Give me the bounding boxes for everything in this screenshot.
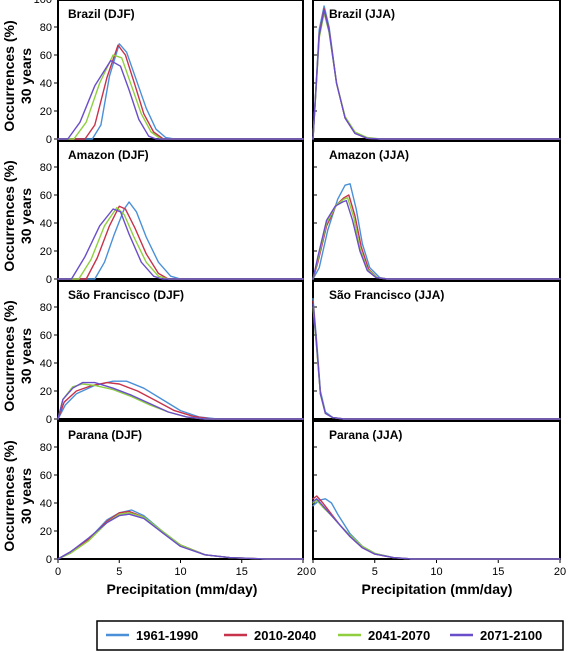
x-tick-label: 10: [174, 566, 186, 578]
legend-item-2010-2040: 2010-2040: [224, 628, 316, 643]
series-line-1961-1990: [57, 201, 304, 280]
series-line-2071-2100: [312, 9, 561, 140]
ylabel-line1: Occurrences (%): [1, 300, 17, 411]
series-line-2071-2100: [312, 498, 561, 560]
y-tick-label: 100: [34, 0, 52, 6]
panel-amazon-jja: Amazon (JJA): [312, 140, 561, 280]
y-tick-label: 0: [46, 414, 52, 426]
series-line-2071-2100: [57, 59, 304, 140]
panel-title: Brazil (JJA): [329, 7, 395, 21]
x-tick-label: 15: [236, 566, 248, 578]
legend: 1961-1990 2010-2040 2041-2070 2071-2100: [96, 620, 564, 651]
panel-title: Amazon (JJA): [329, 148, 409, 162]
x-tick-label: 10: [430, 566, 442, 578]
panel-frame: [312, 0, 561, 140]
series-line-2041-2070: [57, 206, 304, 280]
legend-label: 1961-1990: [136, 628, 198, 643]
series-line-2071-2100: [57, 513, 304, 560]
legend-item-2041-2070: 2041-2070: [338, 628, 430, 643]
panel-title: Brazil (DJF): [68, 7, 135, 21]
legend-label: 2041-2070: [368, 628, 430, 643]
series-line-2071-2100: [57, 381, 304, 420]
x-tick-label: 5: [372, 566, 378, 578]
panel-frame: [312, 140, 561, 280]
series-line-2010-2040: [57, 44, 304, 140]
ylabel-line1: Occurrences (%): [1, 440, 17, 551]
y-tick-label: 60: [40, 190, 52, 202]
panel-title: Amazon (DJF): [68, 148, 149, 162]
y-tick-label: 60: [40, 330, 52, 342]
x-tick-label: 20: [297, 566, 309, 578]
legend-label: 2071-2100: [480, 628, 542, 643]
x-tick-label: 0: [310, 566, 316, 578]
y-tick-label: 80: [40, 22, 52, 34]
series-line-2010-2040: [57, 381, 304, 420]
ylabel-line2: 30 years: [18, 48, 34, 104]
ylabel-line1: Occurrences (%): [1, 160, 17, 271]
panel-frame: [312, 420, 561, 560]
x-tick-label: 5: [116, 566, 122, 578]
ylabel-line2: 30 years: [18, 468, 34, 524]
ylabel-line2: 30 years: [18, 328, 34, 384]
panel-title: Parana (JJA): [329, 428, 402, 442]
y-tick-label: 40: [40, 498, 52, 510]
panel-parana-djf: 0 20 40 60 80 0 5 10 15 20 Parana (DJF): [40, 420, 309, 578]
y-tick-label: 80: [40, 162, 52, 174]
y-tick-label: 20: [40, 386, 52, 398]
series-line-1961-1990: [57, 43, 304, 140]
y-tick-label: 20: [40, 106, 52, 118]
y-tick-label: 20: [40, 526, 52, 538]
panel-frame: [57, 0, 304, 140]
panel-s-o-francisco-djf: 0 20 40 60 80 São Francisco (DJF): [40, 280, 304, 426]
y-tick-label: 40: [40, 78, 52, 90]
panel-title: São Francisco (JJA): [329, 288, 444, 302]
panel-brazil-jja: Brazil (JJA): [312, 0, 561, 140]
x-tick-label: 15: [492, 566, 504, 578]
series-line-2041-2070: [57, 54, 304, 140]
legend-item-1961-1990: 1961-1990: [106, 628, 198, 643]
legend-label: 2010-2040: [254, 628, 316, 643]
panel-title: Parana (DJF): [68, 428, 142, 442]
x-tick-label: 0: [55, 566, 61, 578]
y-tick-label: 80: [40, 302, 52, 314]
panel-parana-jja: 0 5 10 15 20 Parana (JJA): [310, 420, 566, 578]
y-tick-label: 0: [46, 274, 52, 286]
ylabel-group: Occurrences (%) 30 years Occurrences (%)…: [1, 20, 34, 551]
series-line-2071-2100: [312, 199, 561, 280]
y-tick-label: 80: [40, 442, 52, 454]
legend-frame: [96, 620, 564, 651]
panel-amazon-djf: 0 20 40 60 80 Amazon (DJF): [40, 140, 304, 286]
xlabel-right: Precipitation (mm/day): [362, 581, 513, 597]
x-tick-label: 20: [554, 566, 566, 578]
legend-item-2071-2100: 2071-2100: [450, 628, 542, 643]
series-line-2010-2040: [57, 205, 304, 280]
ylabel-line2: 30 years: [18, 188, 34, 244]
y-tick-label: 20: [40, 246, 52, 258]
series-line-2071-2100: [57, 208, 304, 280]
y-tick-label: 0: [46, 134, 52, 146]
series-line-2071-2100: [312, 303, 561, 420]
y-tick-label: 40: [40, 218, 52, 230]
panel-title: São Francisco (DJF): [68, 288, 184, 302]
panel-frame: [57, 280, 304, 420]
y-tick-label: 60: [40, 50, 52, 62]
ylabel-line1: Occurrences (%): [1, 20, 17, 131]
panel-s-o-francisco-jja: São Francisco (JJA): [312, 280, 561, 420]
xlabel-left: Precipitation (mm/day): [107, 581, 258, 597]
panel-brazil-djf: 0 20 40 60 80 100 Brazil (DJF): [34, 0, 304, 146]
y-tick-label: 0: [46, 554, 52, 566]
y-tick-label: 40: [40, 358, 52, 370]
y-tick-label: 60: [40, 470, 52, 482]
